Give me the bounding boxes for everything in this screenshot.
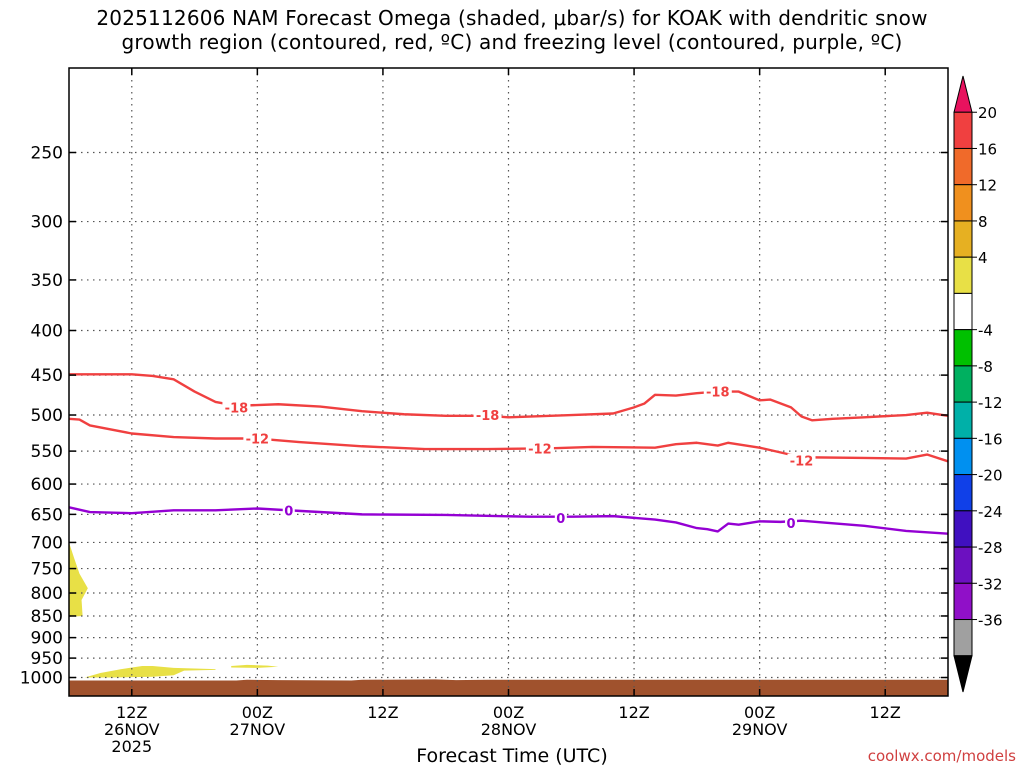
colorbar-label: -4 (978, 322, 993, 340)
colorbar-label: -8 (978, 358, 993, 376)
colorbar-box (953, 329, 973, 367)
plot-frame (68, 67, 949, 697)
x-tick-label: 12Z (116, 703, 147, 722)
contour-label: -18 (706, 386, 730, 401)
contour-label-bg (282, 503, 295, 518)
colorbar-label: -20 (978, 467, 1003, 485)
contour-label-bg (703, 384, 732, 399)
colorbar-label: -36 (978, 612, 1003, 630)
title-line-1: 2025112606 NAM Forecast Omega (shaded, μ… (96, 6, 928, 30)
contour-label: -12 (246, 433, 270, 448)
x-tick-label: 00Z (242, 703, 273, 722)
colorbar: 20 16 12 8 4 -4 -8 -12 -16 -20 -24 -28 -32 -36 (953, 75, 1003, 693)
y-tick-label: 300 (31, 213, 63, 233)
x-tick-label: 27NOV (230, 720, 286, 739)
contour-label: -12 (790, 455, 814, 470)
y-tick-label: 450 (31, 366, 63, 386)
colorbar-triangle-top (953, 75, 973, 113)
x-tick-label: 28NOV (481, 720, 537, 739)
y-tick-label: 350 (31, 271, 63, 291)
x-tick-label: 00Z (493, 703, 524, 722)
x-tick-label: 2025 (111, 737, 152, 756)
x-tick-label: 00Z (744, 703, 775, 722)
colorbar-box (953, 292, 973, 331)
colorbar-label: 4 (978, 249, 988, 267)
omega-shaded-region (231, 664, 279, 668)
contour-label-bg (222, 400, 251, 415)
y-tick-label: 600 (31, 475, 63, 495)
contour-label-bg (554, 510, 567, 525)
colorbar-label: -16 (978, 430, 1003, 448)
y-tick-label: 400 (31, 322, 63, 342)
contour-label-bg (787, 453, 816, 468)
omega-shaded-region (69, 542, 88, 617)
colorbar-label: -28 (978, 539, 1003, 557)
contour-label: -18 (476, 409, 500, 424)
colorbar-label: 16 (978, 140, 997, 158)
x-tick-label: 12Z (870, 703, 901, 722)
colorbar-box (953, 220, 973, 258)
colorbar-label: 8 (978, 213, 988, 231)
title-line-2: growth region (contoured, red, ºC) and f… (121, 30, 903, 54)
contour-label: 0 (556, 512, 565, 527)
colorbar-box (953, 437, 973, 476)
y-tick-label: 800 (31, 584, 63, 604)
colorbar-label: 20 (978, 104, 997, 122)
y-tick-label: 650 (31, 505, 63, 525)
y-tick-label: 900 (31, 629, 63, 649)
colorbar-label: -12 (978, 394, 1003, 412)
y-tick-label: 500 (31, 406, 63, 426)
colorbar-box (953, 582, 973, 621)
contour-label: -12 (528, 442, 552, 457)
colorbar-box (953, 474, 973, 512)
colorbar-box (953, 184, 973, 222)
y-tick-label: 700 (31, 533, 63, 553)
colorbar-triangle-bottom (953, 655, 973, 693)
y-tick-label: 1000 (20, 669, 63, 689)
colorbar-box (953, 401, 973, 439)
x-tick-label: 26NOV (104, 720, 160, 739)
colorbar-box (953, 147, 973, 186)
x-tick-label: 29NOV (732, 720, 788, 739)
colorbar-label: 12 (978, 177, 997, 195)
contour-label: -18 (225, 401, 249, 416)
colorbar-box (953, 365, 973, 403)
contour-label-bg (785, 516, 798, 531)
contour-label: 0 (284, 504, 293, 519)
ground-below-surface (69, 679, 948, 696)
contour-label-bg (243, 431, 272, 446)
y-tick-label: 950 (31, 649, 63, 669)
credit-link[interactable]: coolwx.com/models (867, 747, 1016, 765)
y-tick-label: 250 (31, 144, 63, 164)
colorbar-box (953, 111, 973, 149)
contour-label: 0 (787, 517, 796, 532)
x-tick-label: 12Z (618, 703, 649, 722)
colorbar-label: -32 (978, 575, 1003, 593)
chart-title: 2025112606 NAM Forecast Omega (shaded, μ… (0, 6, 1024, 54)
omega-shaded-region (84, 665, 216, 678)
colorbar-box (953, 256, 973, 294)
colorbar-box (953, 619, 973, 657)
contour-line (68, 506, 949, 535)
colorbar-box (953, 546, 973, 584)
colorbar-label: -24 (978, 503, 1003, 521)
y-tick-label: 850 (31, 607, 63, 627)
contour-label-bg (525, 441, 554, 456)
x-tick-label: 12Z (367, 703, 398, 722)
colorbar-box (953, 510, 973, 548)
contour-label-bg (473, 408, 502, 423)
y-tick-label: 750 (31, 560, 63, 580)
y-tick-label: 550 (31, 442, 63, 462)
x-axis-label: Forecast Time (UTC) (416, 745, 608, 767)
